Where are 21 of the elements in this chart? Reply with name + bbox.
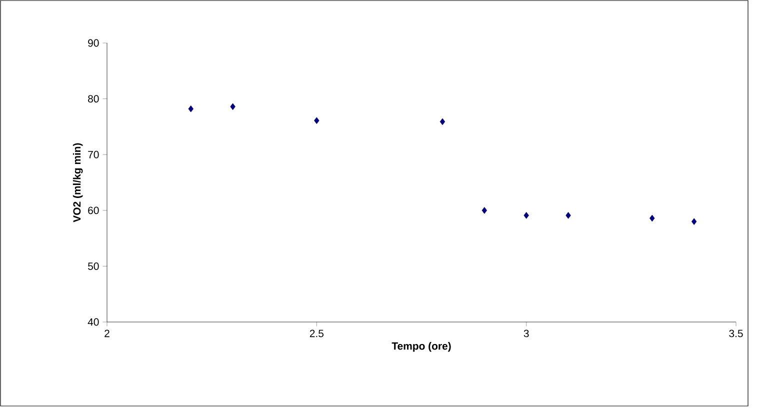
x-tick-label: 3 — [524, 330, 529, 338]
point — [482, 207, 488, 214]
point — [650, 214, 655, 222]
point — [188, 105, 194, 112]
y-tick-label: 70 — [88, 150, 99, 158]
x-tick-label: 2.5 — [310, 330, 324, 338]
y-axis-title: VO2 (ml/kg min) — [72, 143, 83, 222]
x-tick-label: 3.5 — [729, 330, 743, 338]
point — [230, 103, 236, 110]
y-tick-label: 80 — [88, 95, 99, 103]
x-axis-title: Tempo (ore) — [392, 342, 451, 352]
point — [566, 212, 571, 219]
point — [524, 212, 529, 219]
y-tick-label: 40 — [88, 318, 99, 326]
x-tick-label: 2 — [104, 330, 110, 338]
point — [440, 118, 446, 126]
point — [314, 117, 320, 124]
y-tick-label: 60 — [88, 206, 99, 214]
point — [691, 218, 697, 225]
y-tick-label: 90 — [88, 39, 99, 47]
y-tick-label: 50 — [88, 262, 99, 270]
